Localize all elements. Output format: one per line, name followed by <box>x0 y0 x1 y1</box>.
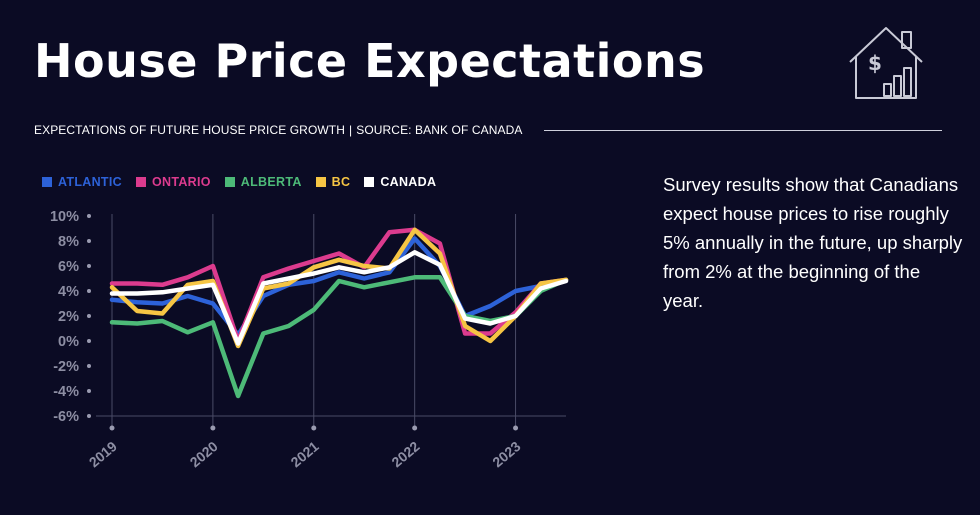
y-tick-label: 8% <box>58 234 79 250</box>
y-tick-label: 4% <box>58 284 79 300</box>
y-tick-dot <box>87 364 91 368</box>
svg-text:$: $ <box>868 51 882 75</box>
series-line-atlantic <box>109 236 569 338</box>
page-title: House Price Expectations <box>34 34 706 88</box>
legend-label: BC <box>331 175 351 189</box>
subtitle-separator: | <box>349 123 353 137</box>
legend-item-bc: BC <box>315 175 351 189</box>
y-tick-label: 0% <box>58 334 79 350</box>
legend-label: ALBERTA <box>240 175 302 189</box>
subtitle: EXPECTATIONS OF FUTURE HOUSE PRICE GROWT… <box>34 123 522 137</box>
legend-swatch <box>42 177 52 187</box>
legend-label: CANADA <box>380 175 437 189</box>
x-tick-dot <box>210 425 216 431</box>
subtitle-main: EXPECTATIONS OF FUTURE HOUSE PRICE GROWT… <box>34 123 346 137</box>
legend-swatch <box>315 177 326 187</box>
subtitle-source: SOURCE: BANK OF CANADA <box>356 123 523 137</box>
y-tick-dot <box>87 389 91 393</box>
series-line-alberta <box>109 275 569 399</box>
x-tick-label: 2020 <box>187 438 221 470</box>
header-divider <box>544 129 942 131</box>
x-tick-dot <box>109 425 115 431</box>
x-tick-label: 2023 <box>489 438 523 470</box>
y-tick-label: -4% <box>53 384 79 400</box>
y-tick-label: 10% <box>50 209 79 225</box>
y-tick-dot <box>87 314 91 318</box>
legend-label: ATLANTIC <box>58 175 122 189</box>
y-tick-dot <box>87 214 91 218</box>
series-line-canada <box>109 250 569 346</box>
series-line-bc <box>109 227 569 349</box>
legend-swatch <box>224 177 235 187</box>
subtitle-row: EXPECTATIONS OF FUTURE HOUSE PRICE GROWT… <box>34 122 942 138</box>
legend-label: ONTARIO <box>151 175 211 189</box>
survey-note: Survey results show that Canadians expec… <box>663 174 963 311</box>
series-line-ontario <box>109 227 569 344</box>
house-dollar-chart-icon: $ <box>849 27 923 99</box>
y-tick-label: 6% <box>58 259 79 275</box>
y-tick-dot <box>87 289 91 293</box>
x-tick-dot <box>311 425 317 431</box>
y-tick-label: 2% <box>58 309 79 325</box>
x-tick-label: 2022 <box>388 438 422 470</box>
x-tick-dot <box>412 425 418 431</box>
x-tick-dot <box>513 425 519 431</box>
legend-item-canada: CANADA <box>364 175 436 189</box>
legend-item-atlantic: ATLANTIC <box>42 175 122 189</box>
legend-item-ontario: ONTARIO <box>135 175 211 189</box>
y-tick-label: -6% <box>53 409 79 425</box>
y-tick-dot <box>87 239 91 243</box>
x-tick-label: 2021 <box>288 438 322 470</box>
chart-legend: ATLANTIC ONTARIO ALBERTA BC CANADA <box>42 175 436 189</box>
legend-swatch <box>364 177 375 187</box>
y-tick-dot <box>87 414 91 418</box>
legend-item-alberta: ALBERTA <box>224 175 302 189</box>
y-tick-dot <box>87 264 91 268</box>
y-tick-label: -2% <box>53 359 79 375</box>
legend-swatch <box>135 177 146 187</box>
x-tick-label: 2019 <box>86 438 120 470</box>
y-tick-dot <box>87 339 91 343</box>
